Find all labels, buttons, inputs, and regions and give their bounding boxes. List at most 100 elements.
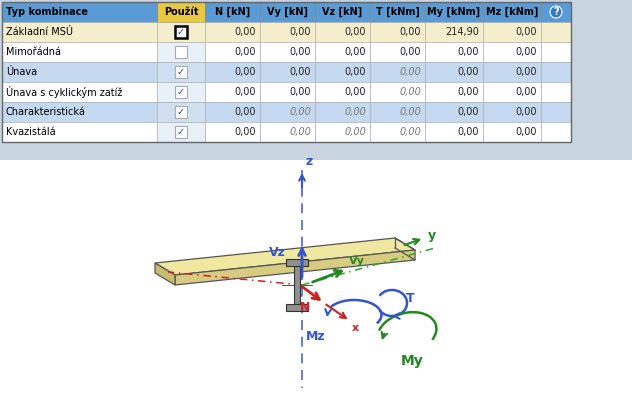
Text: Mz [kNm]: Mz [kNm] [486, 7, 538, 17]
Bar [286, 304, 308, 311]
Text: 0,00: 0,00 [516, 67, 537, 77]
Bar [483, 62, 541, 82]
Text: 0,00: 0,00 [516, 127, 537, 137]
Bar [0, 142, 632, 160]
Bar [370, 102, 425, 122]
Bar [483, 82, 541, 102]
Text: z: z [306, 155, 313, 168]
Bar [315, 122, 370, 142]
Text: Charakteristická: Charakteristická [6, 107, 86, 117]
Text: Typ kombinace: Typ kombinace [6, 7, 88, 17]
Text: T: T [406, 291, 415, 304]
Text: ✓: ✓ [177, 127, 185, 137]
Bar [315, 42, 370, 62]
Bar [260, 22, 315, 42]
Bar [483, 102, 541, 122]
Polygon shape [155, 263, 175, 285]
Text: My: My [401, 354, 423, 368]
Bar [2, 62, 157, 82]
Text: y: y [428, 230, 436, 242]
Polygon shape [155, 238, 415, 275]
Text: 0,00: 0,00 [458, 47, 479, 57]
Bar [175, 66, 187, 78]
Text: ✓: ✓ [177, 67, 185, 77]
Text: Vz: Vz [269, 246, 286, 259]
Text: 0,00: 0,00 [516, 87, 537, 97]
Text: 0,00: 0,00 [289, 27, 311, 37]
Text: Mz: Mz [306, 330, 326, 343]
Text: My [kNm]: My [kNm] [427, 7, 480, 17]
Bar [294, 266, 300, 304]
Bar [425, 82, 483, 102]
Bar [315, 82, 370, 102]
Text: 0,00: 0,00 [399, 127, 421, 137]
Text: 0,00: 0,00 [234, 67, 256, 77]
Bar [425, 2, 483, 22]
Text: 0,00: 0,00 [344, 127, 366, 137]
Bar [260, 42, 315, 62]
Bar [541, 2, 571, 22]
Bar [260, 62, 315, 82]
Bar [175, 46, 187, 58]
Bar [425, 22, 483, 42]
Bar [541, 22, 571, 42]
Text: Vy: Vy [349, 256, 365, 266]
Bar [541, 122, 571, 142]
Text: x: x [352, 323, 359, 333]
Text: 0,00: 0,00 [399, 87, 421, 97]
Text: 0,00: 0,00 [234, 27, 256, 37]
Text: ✓: ✓ [177, 87, 185, 97]
Bar [205, 62, 260, 82]
Bar [205, 22, 260, 42]
Bar [157, 22, 205, 42]
Text: 0,00: 0,00 [344, 107, 366, 117]
Bar [157, 42, 205, 62]
Bar [370, 42, 425, 62]
Text: 0,00: 0,00 [516, 107, 537, 117]
Text: 0,00: 0,00 [234, 127, 256, 137]
Text: 0,00: 0,00 [344, 47, 366, 57]
Bar [541, 82, 571, 102]
Polygon shape [175, 250, 415, 285]
Bar [175, 126, 187, 138]
Bar [483, 22, 541, 42]
Text: 0,00: 0,00 [289, 107, 311, 117]
Bar [205, 102, 260, 122]
Text: 0,00: 0,00 [516, 27, 537, 37]
Text: 0,00: 0,00 [234, 107, 256, 117]
Text: 0,00: 0,00 [234, 47, 256, 57]
Text: Únava s cyklickým zatíž: Únava s cyklickým zatíž [6, 86, 123, 98]
Bar [2, 2, 157, 22]
Bar [260, 2, 315, 22]
Bar [2, 102, 157, 122]
Bar [175, 106, 187, 118]
Bar [286, 259, 308, 266]
Text: 0,00: 0,00 [458, 87, 479, 97]
Text: 0,00: 0,00 [289, 87, 311, 97]
Text: Vy [kN]: Vy [kN] [267, 7, 308, 17]
Bar [205, 42, 260, 62]
Bar [315, 2, 370, 22]
Bar [483, 42, 541, 62]
Text: 0,00: 0,00 [344, 87, 366, 97]
Bar [205, 2, 260, 22]
Bar [425, 102, 483, 122]
Text: 0,00: 0,00 [458, 127, 479, 137]
Bar [260, 102, 315, 122]
Text: Základní MSÚ: Základní MSÚ [6, 27, 73, 37]
Bar [0, 160, 632, 398]
Text: 0,00: 0,00 [516, 47, 537, 57]
Bar [370, 62, 425, 82]
Bar [205, 82, 260, 102]
Text: 0,00: 0,00 [399, 67, 421, 77]
Bar [425, 122, 483, 142]
Text: Únava: Únava [6, 67, 37, 77]
Text: Mimořádná: Mimořádná [6, 47, 61, 57]
Text: T [kNm]: T [kNm] [375, 7, 420, 17]
Bar [157, 82, 205, 102]
Bar [315, 62, 370, 82]
Bar [370, 2, 425, 22]
Bar [370, 22, 425, 42]
Bar [2, 22, 157, 42]
Bar [175, 86, 187, 98]
